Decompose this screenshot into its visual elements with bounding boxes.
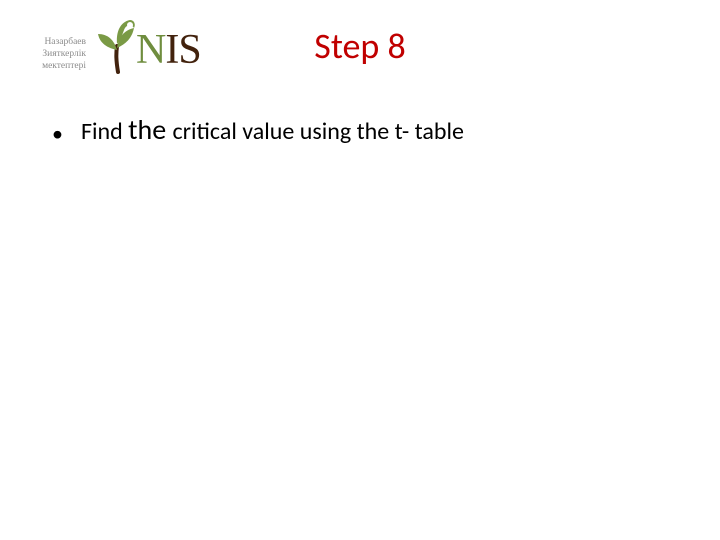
slide-title: Step 8 xyxy=(0,24,720,68)
bullet-item: • Find the critical value using the t- t… xyxy=(52,112,668,147)
bullet-text: Find the critical value using the t- tab… xyxy=(81,112,464,147)
text-after: critical value using the t- table xyxy=(173,117,464,146)
body-area: • Find the critical value using the t- t… xyxy=(52,112,668,147)
text-before: Find xyxy=(81,117,128,146)
slide: Назарбаев Зияткерлік мектептері NIS Step… xyxy=(0,0,720,540)
text-emph: the xyxy=(128,112,172,147)
bullet-marker: • xyxy=(52,123,63,145)
